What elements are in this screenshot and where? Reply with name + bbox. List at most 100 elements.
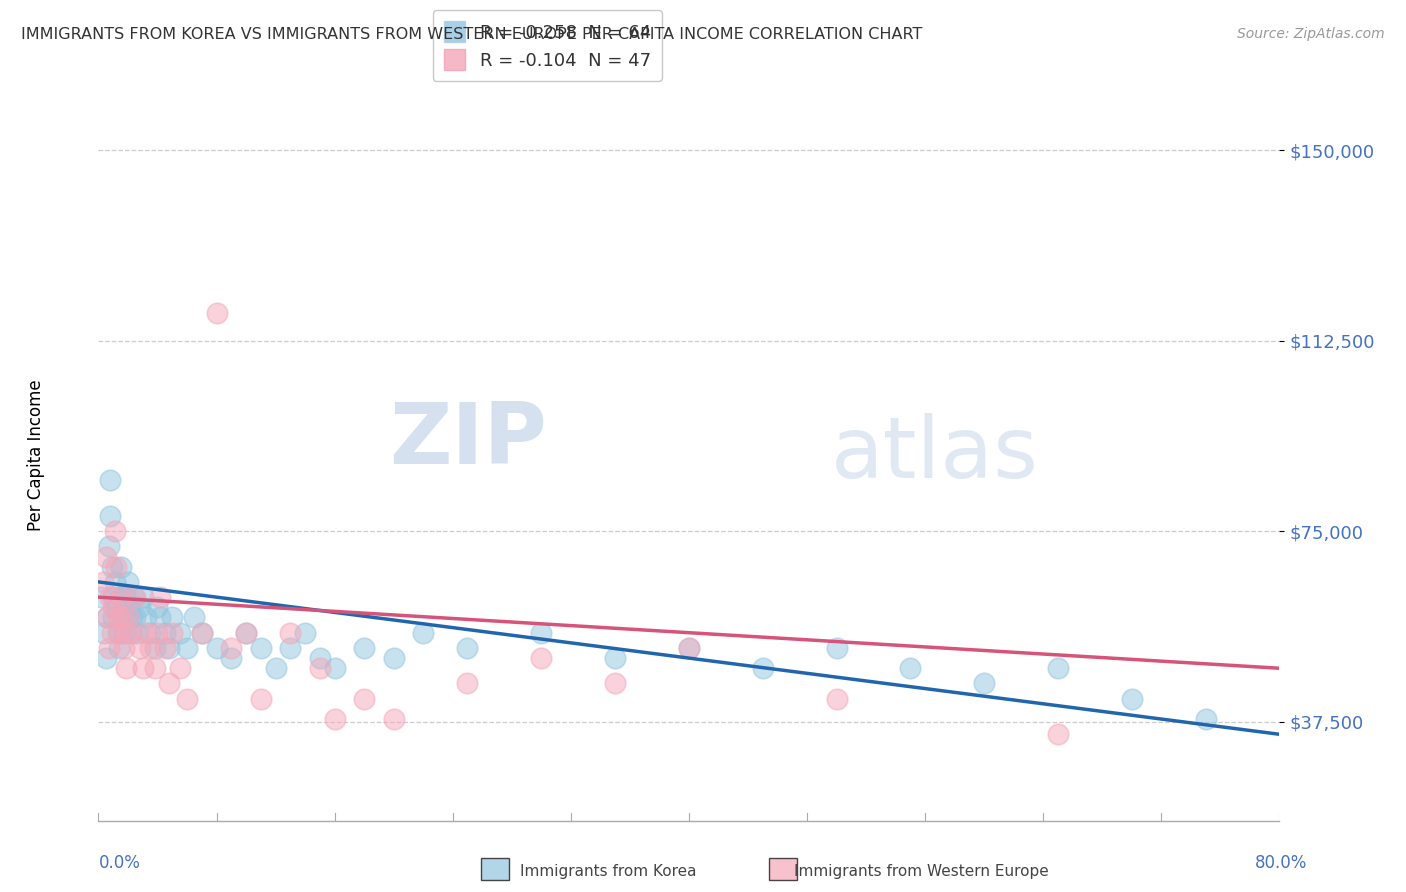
Point [162,610,183,624]
Point [143,640,166,655]
Point [107,625,129,640]
Point [91,574,114,589]
Point [110,559,132,574]
Point [125,625,148,640]
Point [264,661,287,675]
Point [825,640,848,655]
Point [121,610,143,624]
Point [139,625,162,640]
Point [280,625,302,640]
Point [605,676,627,690]
Point [382,712,405,726]
Point [309,651,332,665]
Point [169,625,191,640]
Point [111,610,134,624]
Point [94,651,117,665]
Point [96,610,118,624]
Point [412,625,434,640]
Point [235,625,257,640]
Point [110,590,132,604]
Point [353,640,375,655]
Point [530,625,553,640]
Point [678,640,700,655]
Point [149,610,172,624]
Point [117,610,139,624]
Point [135,610,157,624]
Point [105,559,128,574]
Point [132,661,155,675]
Point [162,625,183,640]
Point [98,590,121,604]
Point [176,691,198,706]
Point [457,676,479,690]
Point [1121,691,1143,706]
Point [143,661,166,675]
Point [112,640,135,655]
Point [120,625,142,640]
Point [97,640,120,655]
Point [294,625,316,640]
Point [117,574,139,589]
Point [115,610,138,624]
Point [205,306,228,320]
Point [114,625,136,640]
Point [752,661,775,675]
Text: atlas: atlas [831,413,1039,497]
Point [103,600,125,615]
Point [323,661,346,675]
Point [280,640,302,655]
Point [169,661,191,675]
Point [205,640,228,655]
Point [93,625,115,640]
Point [104,574,127,589]
Legend: R = -0.258  N = 64, R = -0.104  N = 47: R = -0.258 N = 64, R = -0.104 N = 47 [433,11,662,81]
Point [98,473,121,487]
Point [105,600,128,615]
Point [1195,712,1218,726]
Point [108,625,131,640]
Point [149,590,172,604]
Point [128,640,150,655]
Point [120,625,142,640]
Point [135,625,157,640]
Point [114,590,136,604]
Point [111,610,134,624]
Point [118,600,141,615]
Point [605,651,627,665]
Point [94,549,117,564]
Point [1046,727,1070,741]
Point [323,712,346,726]
Point [221,651,243,665]
Point [309,661,332,675]
Point [103,590,125,604]
Point [110,590,132,604]
Point [191,625,214,640]
Point [457,640,479,655]
Point [104,524,127,538]
Point [139,640,162,655]
Text: ZIP: ZIP [389,399,547,482]
Point [1046,661,1070,675]
Text: Immigrants from Western Europe: Immigrants from Western Europe [794,863,1049,879]
Point [103,610,125,624]
Point [900,661,922,675]
Text: Source: ZipAtlas.com: Source: ZipAtlas.com [1237,27,1385,41]
Point [100,625,122,640]
Point [132,590,155,604]
Point [153,640,176,655]
Point [128,600,150,615]
Point [353,691,375,706]
Point [157,640,180,655]
Point [191,625,214,640]
Point [221,640,243,655]
Point [235,625,257,640]
Point [100,559,122,574]
Point [183,610,205,624]
Point [90,590,112,604]
Point [124,610,146,624]
Point [122,590,145,604]
Point [825,691,848,706]
Point [382,651,405,665]
Point [678,640,700,655]
Point [973,676,995,690]
